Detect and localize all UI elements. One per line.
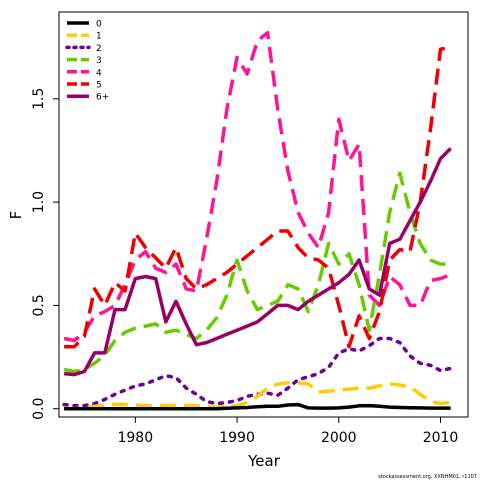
series-line-5 xyxy=(64,45,452,349)
legend: 0 1 2 3 4 5 6+ xyxy=(65,20,109,103)
y-axis-title: F xyxy=(7,211,25,220)
plot-frame xyxy=(58,11,469,418)
y-tick-label: 1.0 xyxy=(31,191,47,213)
axes: 1980 1990 2000 2010 0.0 0.5 1.0 1.5 xyxy=(31,88,458,446)
legend-label: 1 xyxy=(96,32,102,42)
series-line-0 xyxy=(64,402,451,411)
series-line-4 xyxy=(63,30,452,343)
y-tick-label: 1.5 xyxy=(31,88,47,110)
x-tick-label: 1990 xyxy=(219,430,255,446)
legend-label: 0 xyxy=(96,20,102,30)
legend-label: 5 xyxy=(96,81,102,91)
credit-note: stockassessment.org, XXNHM01, r1107 xyxy=(378,474,477,480)
legend-label: 3 xyxy=(96,56,102,66)
series-line-1 xyxy=(64,381,451,411)
series-line-6plus xyxy=(63,147,452,377)
x-tick-label: 2010 xyxy=(423,430,459,446)
legend-label: 2 xyxy=(96,44,102,54)
x-tick-label: 2000 xyxy=(321,430,357,446)
legend-label: 6+ xyxy=(96,93,109,103)
y-tick-label: 0.5 xyxy=(31,294,47,316)
legend-label: 4 xyxy=(96,68,102,78)
y-tick-label: 0.0 xyxy=(31,398,47,420)
x-axis-title: Year xyxy=(247,452,281,470)
x-tick-label: 1980 xyxy=(117,430,153,446)
series-lines xyxy=(62,30,453,411)
series-line-3 xyxy=(63,171,451,374)
